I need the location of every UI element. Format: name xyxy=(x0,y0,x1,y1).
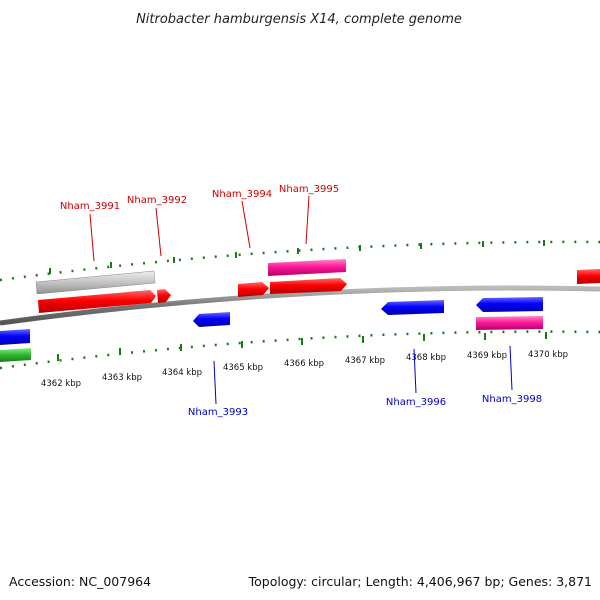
cds-nham-3993 xyxy=(193,312,230,327)
genome-backbone xyxy=(0,285,600,326)
cds-left-edge xyxy=(0,329,30,345)
cds-nham-3991 xyxy=(38,290,156,313)
cds-nham-3996 xyxy=(381,300,444,315)
tick-labels: 4362 kbp 4363 kbp 4364 kbp 4365 kbp 4366… xyxy=(41,350,568,389)
inner-tick-ring xyxy=(0,330,600,370)
leader-line-nham-3995 xyxy=(305,195,310,245)
cds-nham-3992 xyxy=(157,289,171,303)
cds-nham-3995 xyxy=(270,278,347,294)
outer-tick-dots xyxy=(0,240,600,282)
cds-right-edge xyxy=(577,269,600,284)
topology-text: Topology: circular; Length: 4,406,967 bp… xyxy=(248,574,592,589)
tick-label: 4362 kbp xyxy=(41,379,81,389)
cds-nham-3994 xyxy=(238,282,269,297)
tick-label: 4363 kbp xyxy=(102,373,142,383)
pseudogene-feature xyxy=(35,270,156,295)
tick-label: 4364 kbp xyxy=(162,368,202,378)
leader-line-nham-3994 xyxy=(241,200,251,249)
leader-line-nham-3993 xyxy=(213,360,217,405)
reverse-gene-labels: Nham_3993 Nham_3996 Nham_3998 xyxy=(188,345,542,418)
tick-label: 4367 kbp xyxy=(345,356,385,366)
leader-line-nham-3991 xyxy=(89,213,95,262)
gene-label-nham-3991: Nham_3991 xyxy=(60,201,120,212)
tick-label: 4369 kbp xyxy=(467,351,507,361)
gene-label-nham-3992: Nham_3992 xyxy=(127,195,187,206)
gene-label-nham-3995: Nham_3995 xyxy=(279,184,339,195)
inner-tick-dots xyxy=(0,330,600,370)
forward-strand-features xyxy=(35,259,600,313)
tick-label: 4366 kbp xyxy=(284,359,324,369)
tick-label: 4368 kbp xyxy=(406,353,446,363)
gene-label-nham-3994: Nham_3994 xyxy=(212,189,272,200)
accession-text: Accession: NC_007964 xyxy=(9,574,151,589)
rna-nham-3995 xyxy=(268,259,346,276)
gene-label-nham-3993: Nham_3993 xyxy=(188,407,248,418)
leader-line-nham-3998 xyxy=(509,345,513,391)
rna-reverse xyxy=(476,316,543,330)
gene-label-nham-3996: Nham_3996 xyxy=(386,397,446,408)
other-feature-left-edge xyxy=(0,348,31,362)
map-title: Nitrobacter hamburgensis X14, complete g… xyxy=(136,12,462,27)
forward-gene-labels: Nham_3991 Nham_3992 Nham_3994 Nham_3995 xyxy=(60,184,339,262)
gene-label-nham-3998: Nham_3998 xyxy=(482,394,542,405)
leader-line-nham-3996 xyxy=(413,348,417,394)
cds-nham-3998 xyxy=(476,297,543,312)
outer-tick-ring xyxy=(0,240,600,282)
reverse-strand-features xyxy=(0,297,543,362)
leader-line-nham-3992 xyxy=(155,207,162,257)
tick-label: 4365 kbp xyxy=(223,363,263,373)
tick-label: 4370 kbp xyxy=(528,350,568,360)
